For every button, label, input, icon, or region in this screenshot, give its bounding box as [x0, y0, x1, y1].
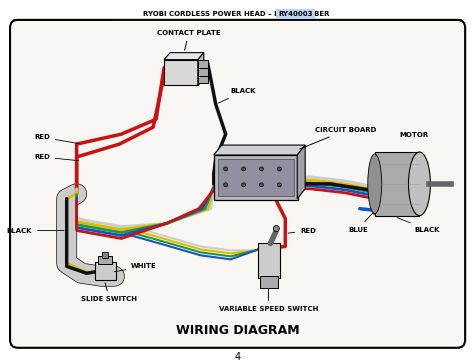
Text: BLACK: BLACK: [397, 218, 440, 233]
Bar: [164, 60, 198, 86]
Ellipse shape: [273, 226, 279, 232]
Ellipse shape: [259, 167, 264, 171]
Text: BLACK: BLACK: [7, 228, 64, 234]
FancyBboxPatch shape: [10, 20, 465, 348]
Ellipse shape: [224, 167, 228, 171]
Text: BLUE: BLUE: [348, 213, 373, 233]
Polygon shape: [214, 145, 305, 155]
Text: RYOBI CORDLESS POWER HEAD – ITEM NUMBER: RYOBI CORDLESS POWER HEAD – ITEM NUMBER: [143, 11, 332, 17]
Text: SLIDE SWITCH: SLIDE SWITCH: [82, 283, 137, 302]
Text: RED: RED: [288, 228, 316, 234]
Polygon shape: [198, 53, 204, 86]
Ellipse shape: [242, 167, 246, 171]
Ellipse shape: [224, 183, 228, 187]
Text: WHITE: WHITE: [114, 263, 157, 272]
Bar: [218, 159, 294, 196]
Polygon shape: [164, 53, 204, 60]
Text: VARIABLE SPEED SWITCH: VARIABLE SPEED SWITCH: [219, 289, 318, 312]
Bar: [258, 244, 280, 278]
Bar: [214, 155, 298, 200]
Bar: [198, 68, 208, 75]
Bar: [99, 256, 112, 264]
Bar: [375, 152, 419, 215]
Bar: [94, 262, 117, 280]
Ellipse shape: [277, 183, 282, 187]
Text: WIRING DIAGRAM: WIRING DIAGRAM: [176, 324, 300, 337]
Text: 4: 4: [235, 352, 241, 362]
Text: CIRCUIT BOARD: CIRCUIT BOARD: [300, 127, 376, 149]
Ellipse shape: [409, 152, 430, 215]
Text: RY40003: RY40003: [278, 11, 312, 17]
Ellipse shape: [259, 183, 264, 187]
Ellipse shape: [277, 167, 282, 171]
Text: MOTOR: MOTOR: [400, 132, 429, 138]
Bar: [260, 276, 278, 288]
Bar: [198, 75, 208, 83]
Bar: [198, 60, 208, 68]
Bar: [102, 252, 109, 258]
Text: BLACK: BLACK: [218, 88, 256, 103]
Text: RED: RED: [34, 154, 79, 161]
Text: RED: RED: [34, 134, 79, 144]
Polygon shape: [297, 145, 305, 199]
Ellipse shape: [242, 183, 246, 187]
Text: CONTACT PLATE: CONTACT PLATE: [157, 30, 221, 50]
Ellipse shape: [368, 154, 382, 214]
